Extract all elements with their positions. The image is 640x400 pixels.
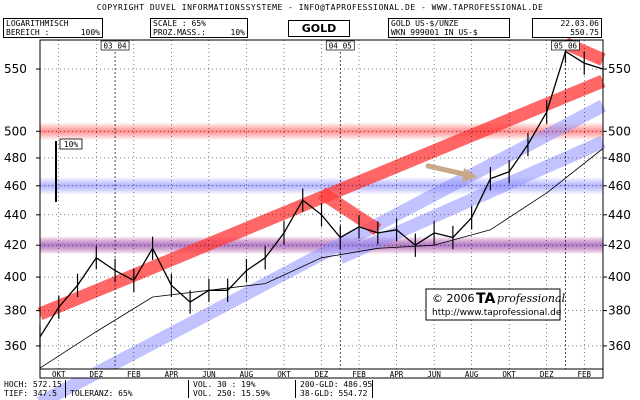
- ytick-label-left-0: 360: [4, 339, 27, 353]
- info-box-instrument: GOLD US-$/UNZE WKN 999001 IN US-$: [388, 18, 510, 38]
- ytick-label-left-3: 420: [4, 238, 27, 252]
- trend-channel-3: [317, 187, 382, 236]
- xtick-label-11: AUG: [465, 370, 479, 379]
- stat-vol250: VOL. 250: 15.59%: [193, 389, 271, 398]
- scale-label: SCALE : 65%: [153, 19, 206, 28]
- year-marker-prev-1: 04: [329, 42, 339, 51]
- xtick-label-12: OKT: [502, 370, 516, 379]
- year-marker-prev-0: 03: [104, 42, 113, 51]
- xtick-label-8: FEB: [352, 370, 366, 379]
- instrument-title: GOLD: [288, 20, 350, 37]
- trend-channel-1: [36, 99, 607, 400]
- xtick-label-0: OKT: [52, 370, 66, 379]
- year-marker-next-1: 05: [343, 42, 352, 51]
- xtick-label-6: OKT: [277, 370, 291, 379]
- ytick-label-right-5: 460: [608, 179, 631, 193]
- stat-low: TIEF: 347.5: [4, 389, 57, 398]
- x-axis-strip: [39, 368, 604, 379]
- xtick-label-9: APR: [390, 370, 404, 379]
- ytick-label-right-0: 360: [608, 339, 631, 353]
- stat-tolerance: TOLERANZ: 65%: [70, 389, 133, 398]
- xtick-label-7: DEZ: [315, 370, 329, 379]
- percent-measure-label: PROZ.MASS.:: [153, 28, 206, 37]
- ytick-label-left-1: 380: [4, 304, 27, 318]
- xtick-label-2: FEB: [127, 370, 141, 379]
- stat-high: HOCH: 572.15: [4, 380, 62, 389]
- ytick-label-left-4: 440: [4, 208, 27, 222]
- copyright-banner: COPYRIGHT DUVEL INFORMATIONSSYSTEME - IN…: [96, 3, 544, 12]
- ytick-label-left-2: 400: [4, 270, 27, 284]
- xtick-label-4: JUN: [202, 370, 216, 379]
- watermark: © 2006 TA professional http://www.taprof…: [425, 288, 566, 321]
- ytick-label-right-7: 500: [608, 124, 631, 138]
- year-box-0: [100, 40, 130, 51]
- xtick-label-3: APR: [165, 370, 179, 379]
- year-markers: 03 04 04 05 05 06: [100, 40, 580, 369]
- xtick-label-14: FEB: [577, 370, 591, 379]
- watermark-brand-ta: TA: [476, 291, 495, 307]
- watermark-year: © 2006: [432, 292, 475, 305]
- year-box-2: [551, 40, 580, 51]
- xtick-label-1: DEZ: [90, 370, 104, 379]
- trend-channel-2: [337, 135, 606, 264]
- xtick-label-13: DEZ: [540, 370, 554, 379]
- arrow-annotation: [425, 163, 478, 182]
- range-value: 100%: [80, 28, 100, 37]
- ytick-label-right-1: 380: [608, 304, 631, 318]
- ytick-label-right-2: 400: [608, 270, 631, 284]
- stat-vol30: VOL. 30 : 19%: [193, 380, 256, 389]
- scale-mode-label: LOGARITHMISCH: [6, 19, 69, 28]
- ytick-label-right-6: 480: [608, 151, 631, 165]
- year-box-1: [325, 40, 355, 51]
- ytick-label-left-6: 480: [4, 151, 27, 165]
- info-box-scale: SCALE : 65% PROZ.MASS.: 10%: [150, 18, 248, 38]
- percent-measure-value: 10%: [230, 28, 245, 37]
- info-box-scale-mode: LOGARITHMISCH BEREICH : 100%: [3, 18, 103, 38]
- ytick-label-left-7: 500: [4, 124, 27, 138]
- ytick-label-left-5: 460: [4, 179, 27, 193]
- instrument-wkn: WKN 999001 IN US-$: [391, 28, 478, 37]
- stat-200-gld: 200-GLD: 486.95: [300, 380, 373, 389]
- info-box-date-price: 22.03.06 550.75: [532, 18, 602, 38]
- watermark-url: http://www.taprofessional.de: [432, 308, 562, 318]
- ytick-label-right-8: 550: [608, 62, 631, 76]
- range-label: BEREICH :: [6, 28, 50, 37]
- stat-38-gld: 38-GLD: 554.72: [300, 389, 368, 398]
- xtick-label-5: AUG: [240, 370, 254, 379]
- year-marker-prev-2: 05: [554, 42, 563, 51]
- quote-price: 550.75: [570, 28, 599, 37]
- xtick-label-10: JUN: [427, 370, 441, 379]
- ytick-label-right-3: 420: [608, 238, 631, 252]
- ytick-label-right-4: 440: [608, 208, 631, 222]
- quote-date: 22.03.06: [560, 19, 599, 28]
- watermark-brand-name: professional: [497, 292, 566, 305]
- percent-scale-marker: 10%: [55, 138, 83, 202]
- instrument-name: GOLD US-$/UNZE: [391, 19, 459, 28]
- ytick-label-left-8: 550: [4, 62, 27, 76]
- percent-scale-label: 10%: [64, 140, 79, 149]
- year-marker-next-0: 04: [118, 42, 128, 51]
- axes: 360 360 380 380 400 400 420 420 440 440 460 460 480 4…: [4, 39, 631, 379]
- year-marker-next-2: 06: [568, 42, 578, 51]
- series-line-moving_average_long: [39, 148, 604, 369]
